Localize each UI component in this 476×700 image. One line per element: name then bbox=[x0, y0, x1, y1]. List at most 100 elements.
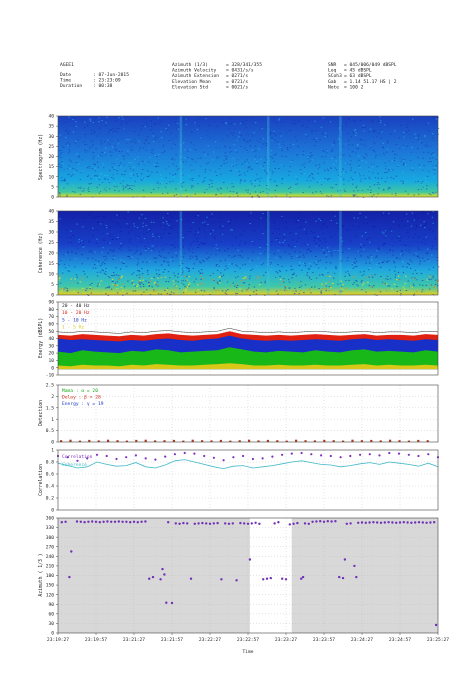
texture-cell bbox=[327, 247, 329, 249]
texture-cell bbox=[167, 192, 169, 194]
texture-cell bbox=[241, 264, 244, 266]
texture-cell bbox=[114, 130, 116, 132]
texture-cell bbox=[82, 190, 85, 192]
texture-cell bbox=[377, 132, 380, 134]
texture-cell bbox=[237, 195, 239, 197]
texture-cell bbox=[316, 280, 318, 282]
texture-warm bbox=[131, 280, 134, 282]
texture-cell bbox=[70, 241, 72, 243]
texture-cell bbox=[238, 217, 241, 219]
texture-warm bbox=[116, 287, 118, 290]
texture-cell bbox=[174, 275, 176, 277]
texture-cell bbox=[282, 143, 284, 145]
texture-cell bbox=[162, 249, 164, 251]
texture-cell bbox=[175, 165, 178, 167]
texture-warm bbox=[111, 290, 113, 292]
y-tick-label: 270 bbox=[46, 544, 55, 550]
texture-cell bbox=[94, 264, 96, 266]
texture-cell bbox=[101, 155, 104, 157]
texture-cell bbox=[399, 289, 402, 291]
texture-cell bbox=[433, 116, 435, 118]
texture-warm bbox=[434, 285, 436, 287]
texture-cell bbox=[422, 181, 424, 182]
texture-cell bbox=[158, 254, 161, 256]
texture-cell bbox=[123, 155, 125, 157]
texture-cell bbox=[354, 172, 356, 174]
texture-cell bbox=[194, 193, 196, 195]
texture-cell bbox=[118, 193, 120, 195]
texture-cell bbox=[193, 144, 195, 146]
texture-cell bbox=[335, 265, 337, 267]
texture-cell bbox=[358, 155, 360, 157]
texture-cell bbox=[427, 213, 429, 215]
texture-cell bbox=[90, 178, 92, 180]
texture-cell bbox=[160, 264, 163, 266]
texture-cell bbox=[369, 195, 371, 197]
texture-warm bbox=[138, 281, 141, 283]
texture-cell bbox=[248, 278, 251, 280]
texture-cell bbox=[322, 179, 324, 181]
texture-cell bbox=[339, 189, 341, 191]
texture-cell bbox=[239, 234, 241, 236]
texture-cell bbox=[294, 251, 296, 253]
texture-cell bbox=[374, 177, 377, 179]
texture-cell bbox=[291, 277, 293, 279]
texture-cell bbox=[260, 158, 262, 160]
texture-cell bbox=[78, 154, 81, 156]
texture-warm bbox=[353, 276, 355, 278]
texture-cell bbox=[151, 125, 153, 127]
texture-cell bbox=[427, 151, 429, 153]
detection-bar bbox=[257, 440, 260, 442]
texture-cell bbox=[69, 150, 71, 152]
energy-legend-entry: 5 - 10 Hz bbox=[62, 317, 87, 323]
texture-cell bbox=[310, 152, 312, 154]
texture-cell bbox=[315, 264, 318, 266]
texture-cell bbox=[303, 256, 305, 258]
texture-cell bbox=[271, 139, 273, 141]
texture-cell bbox=[112, 178, 115, 180]
texture-cell bbox=[192, 169, 195, 171]
texture-cell bbox=[81, 254, 83, 256]
texture-cell bbox=[145, 225, 147, 226]
texture-warm bbox=[111, 278, 114, 280]
texture-cell bbox=[305, 134, 307, 136]
texture-warm bbox=[244, 277, 246, 279]
texture-cell bbox=[285, 270, 288, 272]
x-tick-label: 23:21:57 bbox=[161, 637, 183, 643]
texture-cell bbox=[335, 160, 337, 162]
texture-cell bbox=[188, 267, 190, 269]
texture-warm bbox=[405, 275, 407, 277]
texture-cell bbox=[145, 122, 148, 124]
azimuth-point bbox=[193, 522, 196, 525]
texture-cell bbox=[409, 168, 412, 170]
texture-cell bbox=[281, 182, 283, 184]
texture-cell bbox=[174, 173, 176, 175]
texture-cell bbox=[312, 122, 314, 124]
texture-cell bbox=[77, 163, 80, 165]
texture-cell bbox=[112, 174, 114, 176]
texture-cell bbox=[256, 194, 259, 196]
texture-cell bbox=[212, 292, 214, 294]
texture-cell bbox=[196, 259, 198, 261]
texture-cell bbox=[325, 223, 327, 225]
header-value: = 0721/s bbox=[226, 79, 248, 85]
texture-cell bbox=[96, 263, 98, 265]
texture-cell bbox=[310, 279, 312, 281]
texture-cell bbox=[78, 239, 80, 241]
y-tick-label: 5 bbox=[51, 184, 54, 190]
texture-warm bbox=[186, 279, 189, 281]
texture-warm bbox=[245, 290, 248, 292]
header-value: = 63 dBSPL bbox=[344, 73, 372, 79]
texture-cell bbox=[406, 125, 408, 127]
texture-cell bbox=[129, 188, 131, 189]
azimuth-point bbox=[224, 522, 227, 525]
texture-cell bbox=[313, 138, 315, 140]
texture-cell bbox=[240, 145, 242, 147]
texture-cell bbox=[164, 273, 166, 274]
texture-cell bbox=[143, 231, 145, 233]
texture-cell bbox=[328, 195, 330, 197]
texture-cell bbox=[185, 124, 188, 126]
detection-bar bbox=[360, 440, 363, 443]
texture-cell bbox=[363, 130, 365, 132]
texture-cell bbox=[116, 186, 118, 188]
